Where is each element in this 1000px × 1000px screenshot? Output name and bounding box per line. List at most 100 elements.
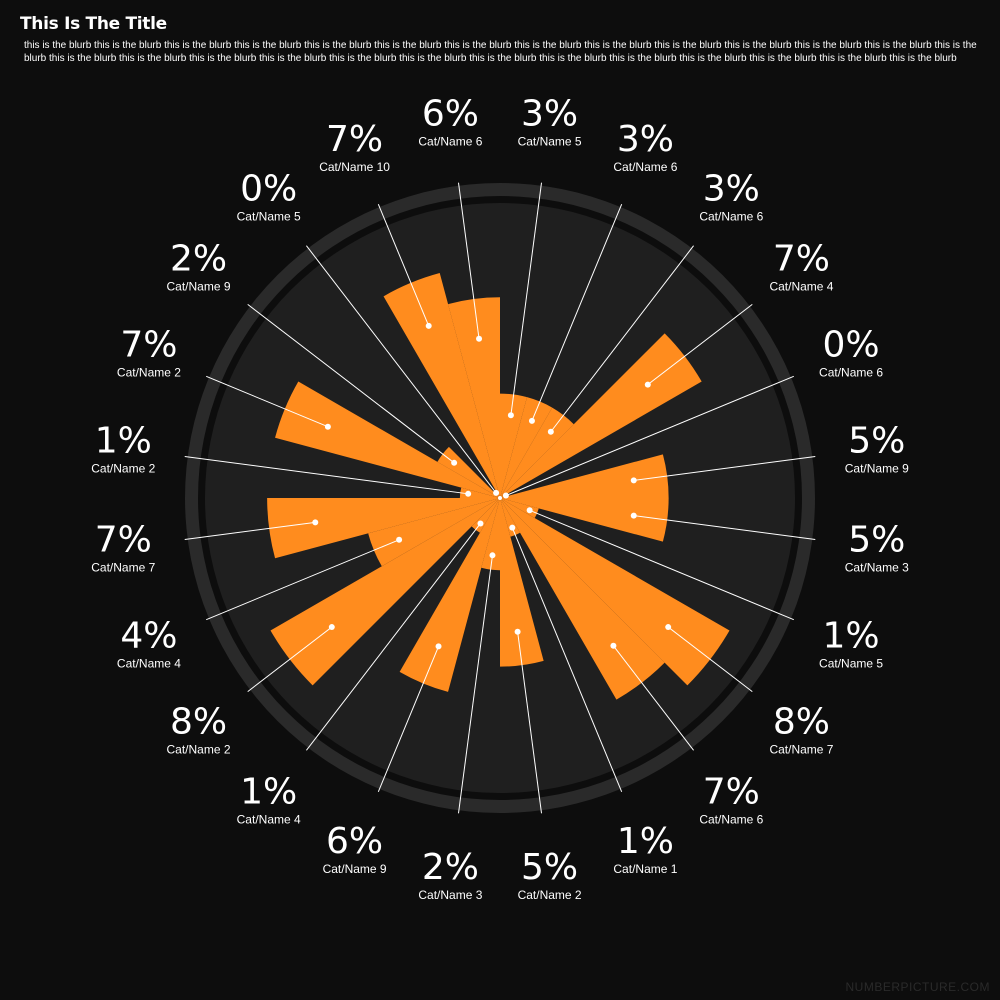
bar-wedge (500, 454, 669, 498)
center-dot (498, 496, 502, 500)
category-label: Cat/Name 9 (323, 862, 387, 876)
category-label: Cat/Name 5 (237, 210, 301, 224)
leader-line (550, 245, 694, 433)
category-label: Cat/Name 3 (418, 888, 482, 902)
bar-wedge (481, 498, 500, 571)
leader-line (306, 523, 481, 751)
category-label: Cat/Name 3 (845, 561, 909, 575)
value-label: 0% (823, 325, 880, 366)
leader-line (306, 245, 497, 494)
chart-title: This Is The Title (20, 14, 167, 34)
bar-wedge (383, 273, 500, 498)
value-label: 3% (703, 169, 760, 210)
value-label: 1% (617, 821, 674, 862)
category-label: Cat/Name 9 (167, 280, 231, 294)
leader-line (633, 455, 816, 481)
value-label: 3% (617, 119, 674, 160)
bar-dot (665, 624, 672, 631)
leader-line (206, 375, 329, 428)
leader-line (505, 375, 794, 497)
leader-line (377, 646, 440, 792)
category-label: Cat/Name 10 (319, 160, 390, 174)
category-label: Cat/Name 4 (237, 812, 301, 826)
bar-wedge (500, 498, 669, 542)
bar-wedge (500, 407, 574, 498)
bar-dot (507, 412, 514, 419)
leader-line (517, 631, 543, 814)
category-label: Cat/Name 4 (769, 280, 833, 294)
value-label: 5% (848, 420, 905, 461)
footer-brand: NUMBERPICTURE.COM (845, 980, 990, 994)
category-label: Cat/Name 5 (518, 134, 582, 148)
bar-wedge (448, 297, 500, 498)
leader-line (206, 539, 400, 621)
bar-dot (630, 512, 637, 519)
bar-dot (514, 628, 521, 635)
category-label: Cat/Name 6 (418, 134, 482, 148)
value-label: 8% (773, 701, 830, 742)
value-label: 6% (422, 93, 479, 134)
value-label: 8% (170, 701, 227, 742)
value-label: 2% (422, 847, 479, 888)
bar-dot (547, 428, 554, 435)
chart-blurb: this is the blurb this is the blurb this… (24, 40, 977, 64)
category-label: Cat/Name 7 (91, 561, 155, 575)
leader-line (667, 626, 753, 692)
category-label: Cat/Name 6 (819, 366, 883, 380)
value-label: 6% (326, 821, 383, 862)
value-label: 7% (703, 771, 760, 812)
bar-dot (465, 490, 472, 497)
value-label: 2% (170, 239, 227, 280)
category-label: Cat/Name 4 (117, 656, 181, 670)
bar-wedge (437, 446, 500, 498)
bar-dot (493, 489, 500, 496)
bar-dot (528, 417, 535, 424)
category-label: Cat/Name 6 (613, 160, 677, 174)
value-label: 5% (521, 847, 578, 888)
value-label: 7% (120, 325, 177, 366)
bar-dot (425, 322, 432, 329)
bar-dot (509, 524, 516, 531)
leader-line (529, 509, 794, 621)
leader-line (613, 645, 694, 751)
bar-dot (526, 507, 533, 514)
bar-dot (610, 642, 617, 649)
bar-dot (324, 423, 331, 430)
value-label: 1% (95, 420, 152, 461)
bar-wedge (267, 498, 500, 559)
value-label: 5% (848, 520, 905, 561)
category-label: Cat/Name 6 (699, 210, 763, 224)
bar-dot (476, 335, 483, 342)
category-label: Cat/Name 7 (769, 742, 833, 756)
category-label: Cat/Name 6 (699, 812, 763, 826)
leader-line (457, 182, 480, 339)
category-label: Cat/Name 2 (91, 461, 155, 475)
leader-line (511, 527, 623, 792)
leader-line (247, 304, 455, 464)
leader-line (531, 204, 623, 422)
bars-group (267, 273, 730, 700)
leader-lines-group (184, 182, 816, 814)
bar-dot (644, 381, 651, 388)
bar-dot (396, 536, 403, 543)
bar-dot (630, 477, 637, 484)
leader-line (510, 182, 543, 416)
bar-dot (489, 552, 496, 559)
value-label: 4% (120, 615, 177, 656)
value-label: 1% (823, 615, 880, 656)
value-label: 1% (240, 771, 297, 812)
bar-dot (435, 643, 442, 650)
leader-line (184, 521, 316, 541)
category-label: Cat/Name 2 (117, 366, 181, 380)
category-label: Cat/Name 2 (167, 742, 231, 756)
bar-wedge (399, 498, 500, 692)
leader-line (633, 515, 816, 541)
bar-wedge (368, 498, 500, 567)
bar-wedge (270, 498, 500, 686)
bar-wedge (500, 498, 730, 686)
bar-wedge (500, 397, 553, 498)
category-label: Cat/Name 5 (819, 656, 883, 670)
bar-wedge (500, 333, 702, 498)
value-label: 7% (773, 239, 830, 280)
